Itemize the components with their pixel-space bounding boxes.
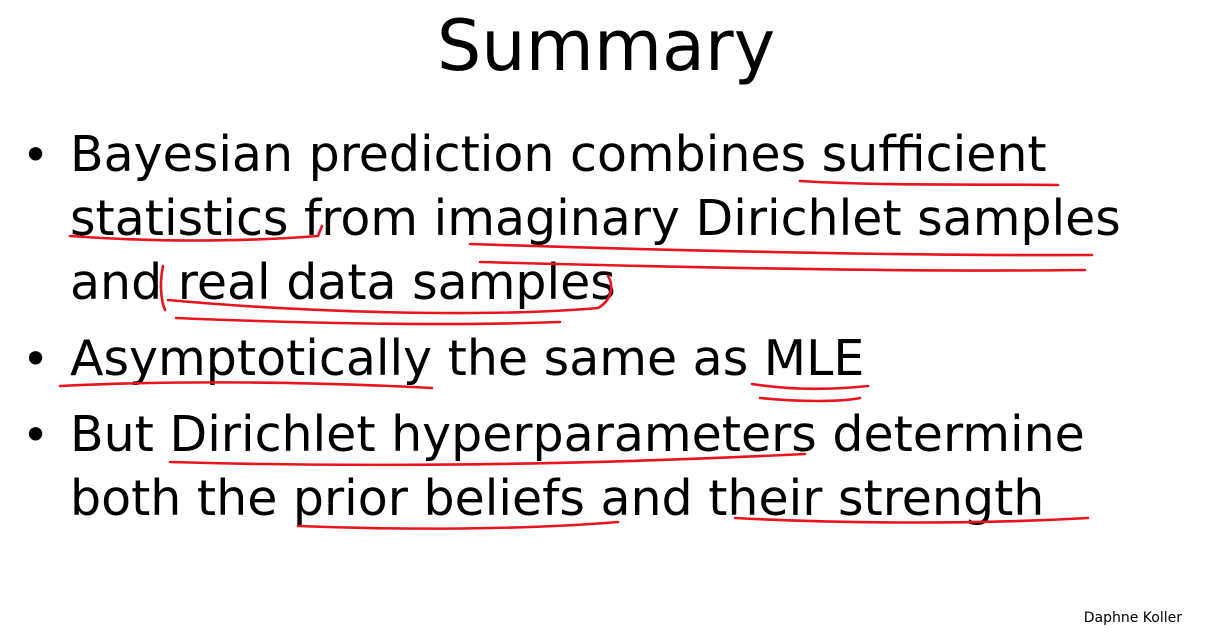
bullet-marker: • xyxy=(22,408,50,462)
bullet-marker: • xyxy=(22,332,50,386)
underline-real-data-samples-second xyxy=(174,316,562,326)
bullet-2-line-1: Asymptotically the same as MLE xyxy=(70,330,865,387)
author-footer: Daphne Koller xyxy=(1083,610,1182,626)
bullet-1-line-2: statistics from imaginary Dirichlet samp… xyxy=(70,190,1121,247)
underline-mle-second xyxy=(758,396,862,403)
bullet-marker: • xyxy=(22,128,50,182)
slide-title: Summary xyxy=(436,5,776,87)
bullet-3-line-2: both the prior beliefs and their strengt… xyxy=(70,470,1045,527)
bullet-1-line-3: and real data samples xyxy=(70,254,616,311)
bullet-3-line-1: But Dirichlet hyperparameters determine xyxy=(70,406,1085,463)
bullet-1-line-1: Bayesian prediction combines sufficient xyxy=(70,126,1047,183)
